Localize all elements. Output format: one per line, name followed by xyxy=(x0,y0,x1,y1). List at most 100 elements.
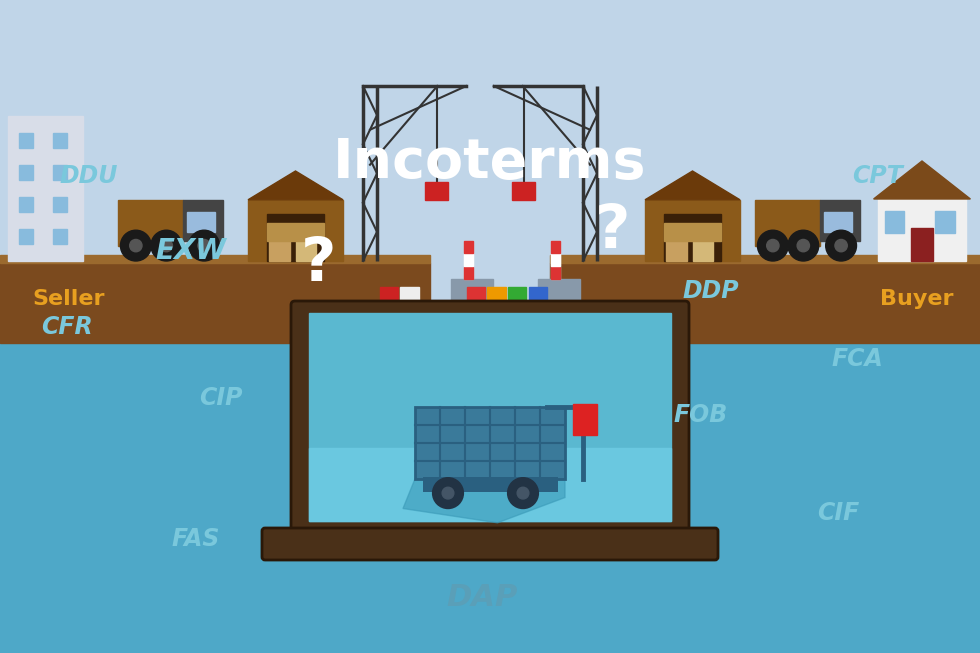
Circle shape xyxy=(160,240,172,252)
Bar xyxy=(422,477,558,492)
Text: DDP: DDP xyxy=(682,279,739,302)
Bar xyxy=(529,287,547,311)
Circle shape xyxy=(121,231,151,261)
Circle shape xyxy=(826,231,857,261)
Bar xyxy=(8,116,83,261)
Bar xyxy=(551,254,561,266)
Text: CIP: CIP xyxy=(199,387,242,410)
Bar xyxy=(267,223,324,241)
Bar xyxy=(508,287,526,311)
Bar xyxy=(415,407,565,479)
Text: ?: ? xyxy=(301,235,336,294)
Bar xyxy=(645,200,740,261)
Circle shape xyxy=(496,336,502,342)
Bar xyxy=(464,241,473,279)
Circle shape xyxy=(386,336,391,342)
Bar xyxy=(551,241,561,279)
Text: DDU: DDU xyxy=(59,165,118,188)
Circle shape xyxy=(409,336,415,342)
Bar xyxy=(53,133,67,148)
Text: DAP: DAP xyxy=(447,583,517,612)
Bar xyxy=(885,211,905,233)
Bar xyxy=(464,254,473,266)
Circle shape xyxy=(835,240,848,252)
Bar xyxy=(53,165,67,180)
Circle shape xyxy=(151,231,181,261)
Text: FCA: FCA xyxy=(832,347,883,371)
Bar xyxy=(296,241,317,261)
Text: Seller: Seller xyxy=(32,289,105,309)
Circle shape xyxy=(198,240,211,252)
Circle shape xyxy=(797,240,809,252)
Bar xyxy=(755,200,820,246)
Text: ?: ? xyxy=(595,202,630,261)
Bar xyxy=(53,197,67,212)
Text: CIF: CIF xyxy=(816,501,859,524)
Bar xyxy=(513,182,535,200)
Polygon shape xyxy=(873,161,970,199)
Polygon shape xyxy=(645,171,740,200)
Circle shape xyxy=(519,336,525,342)
Bar xyxy=(466,287,485,311)
Bar xyxy=(20,197,32,212)
Circle shape xyxy=(766,240,779,252)
Bar xyxy=(935,211,955,233)
Bar xyxy=(269,241,290,261)
Bar xyxy=(911,228,933,261)
Circle shape xyxy=(508,478,538,509)
Bar xyxy=(464,267,473,279)
Bar xyxy=(572,404,597,435)
Bar xyxy=(0,343,980,653)
Circle shape xyxy=(788,231,818,261)
Polygon shape xyxy=(460,311,590,358)
Circle shape xyxy=(442,487,454,499)
FancyBboxPatch shape xyxy=(262,528,718,560)
Text: CPT: CPT xyxy=(852,165,903,188)
Bar xyxy=(824,212,852,232)
Text: CFR: CFR xyxy=(41,315,92,338)
Bar xyxy=(118,200,183,246)
Text: FAS: FAS xyxy=(172,527,220,550)
Text: Buyer: Buyer xyxy=(880,289,954,309)
Circle shape xyxy=(129,240,142,252)
Circle shape xyxy=(758,231,788,261)
Bar xyxy=(878,199,966,261)
Bar xyxy=(248,200,343,261)
Bar xyxy=(693,241,713,261)
Bar xyxy=(665,241,687,261)
Bar xyxy=(400,287,418,311)
Bar xyxy=(379,287,398,311)
FancyBboxPatch shape xyxy=(291,301,689,539)
Bar xyxy=(551,267,561,279)
Bar xyxy=(267,214,324,261)
Bar xyxy=(183,200,223,242)
Bar xyxy=(451,279,493,311)
Bar xyxy=(309,448,671,521)
Polygon shape xyxy=(248,171,343,200)
Circle shape xyxy=(432,478,464,509)
Circle shape xyxy=(517,487,529,499)
Circle shape xyxy=(472,336,478,342)
Bar xyxy=(20,133,32,148)
Bar xyxy=(20,165,32,180)
Bar xyxy=(0,0,980,343)
Polygon shape xyxy=(403,479,565,523)
Circle shape xyxy=(543,336,549,342)
Text: FOB: FOB xyxy=(673,403,728,426)
Bar xyxy=(425,182,448,200)
Polygon shape xyxy=(373,311,503,358)
Bar xyxy=(0,255,430,263)
Bar xyxy=(538,279,579,311)
Bar xyxy=(551,242,561,253)
Bar xyxy=(664,223,721,241)
Bar xyxy=(20,229,32,244)
Bar xyxy=(664,214,721,261)
Bar xyxy=(309,313,671,521)
Circle shape xyxy=(432,336,438,342)
Bar xyxy=(550,263,980,343)
Bar xyxy=(487,287,506,311)
Circle shape xyxy=(189,231,220,261)
Bar xyxy=(0,263,430,343)
Circle shape xyxy=(456,336,462,342)
Text: Incoterms: Incoterms xyxy=(333,136,647,190)
